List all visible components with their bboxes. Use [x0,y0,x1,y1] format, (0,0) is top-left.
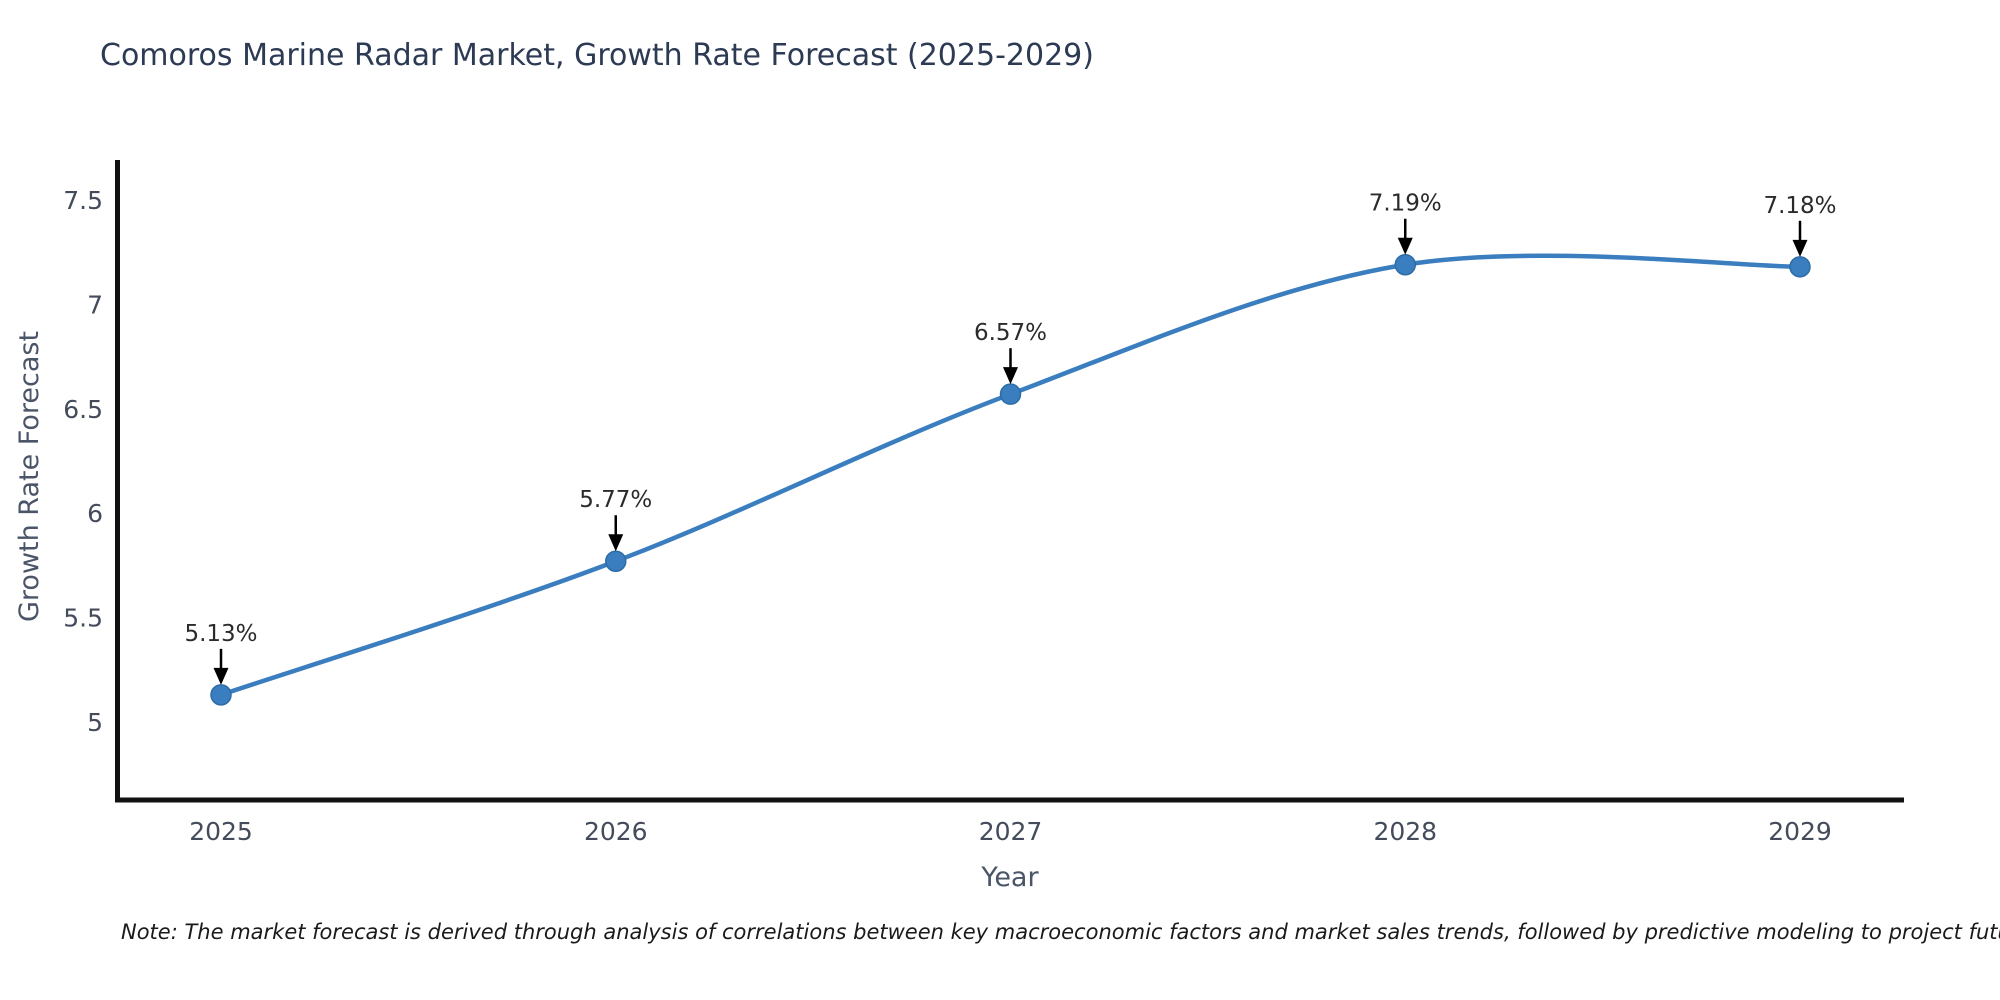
x-tick-label: 2025 [189,817,253,846]
annotation-label: 5.13% [184,621,257,647]
x-tick-label: 2027 [979,817,1043,846]
annotation-label: 7.19% [1369,191,1442,217]
y-tick-label: 7 [87,290,103,319]
annotation-arrowhead [608,534,624,552]
y-tick-label: 6.5 [63,395,103,424]
annotation-arrowhead [213,667,229,685]
y-tick-label: 7.5 [63,186,103,215]
data-point-marker [605,550,627,572]
data-point-marker [1394,253,1416,276]
x-tick-label: 2026 [584,817,648,846]
annotation-label: 5.77% [579,487,652,513]
chart-title: Comoros Marine Radar Market, Growth Rate… [100,38,1094,73]
x-tick-label: 2029 [1768,817,1832,846]
data-point-marker [999,383,1022,405]
annotation-label: 6.57% [974,320,1047,346]
footnote: Note: The market forecast is derived thr… [121,920,2000,944]
data-point-marker [210,684,232,706]
y-axis-title: Growth Rate Forecast [14,330,45,622]
annotation-arrowhead [1792,239,1808,257]
y-tick-label: 6 [87,499,103,528]
data-point-marker [1789,256,1811,278]
annotation-arrowhead [1003,367,1018,385]
x-axis-title: Year [981,862,1039,893]
annotation-arrowhead [1397,237,1413,255]
x-tick-label: 2028 [1373,817,1437,846]
annotation-label: 7.18% [1763,193,1836,219]
y-tick-label: 5 [87,708,103,737]
y-tick-label: 5.5 [63,604,103,633]
